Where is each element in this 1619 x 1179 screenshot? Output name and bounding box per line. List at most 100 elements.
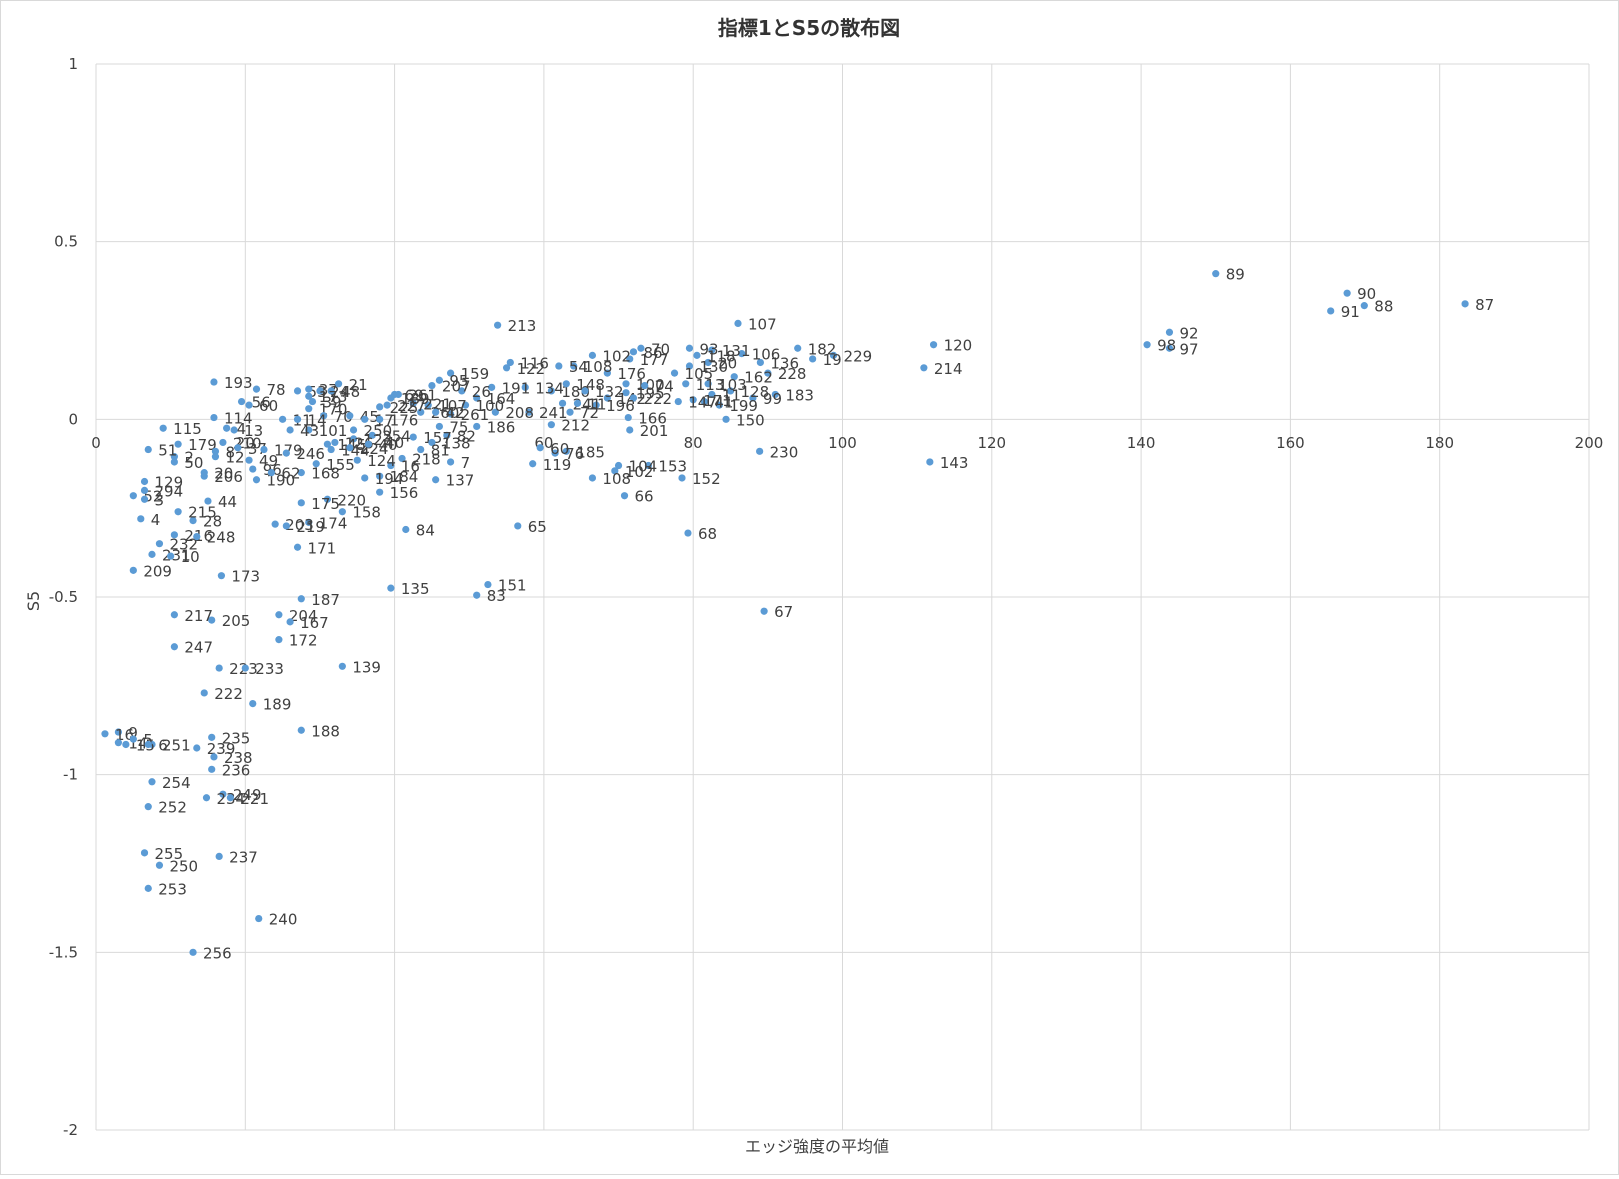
data-point: 104 xyxy=(614,458,657,476)
data-point: 5 xyxy=(129,731,153,749)
data-point-marker xyxy=(279,415,287,423)
data-point: 122 xyxy=(502,360,545,378)
data-point-label: 115 xyxy=(173,420,202,438)
data-point-label: 114 xyxy=(224,410,253,428)
data-point-label: 101 xyxy=(319,422,348,440)
data-point-marker xyxy=(644,461,653,470)
data-point: 199 xyxy=(715,397,758,415)
data-point: 115 xyxy=(159,420,202,438)
data-point: 132 xyxy=(581,383,624,401)
data-point-marker xyxy=(202,794,211,802)
data-point-label: 220 xyxy=(337,491,366,509)
data-point-label: 39 xyxy=(322,394,341,412)
data-point: 164 xyxy=(473,390,515,408)
data-point-label: 190 xyxy=(266,472,295,490)
data-point-label: 247 xyxy=(184,639,213,657)
data-point-label: 78 xyxy=(266,381,285,399)
data-point-label: 54 xyxy=(569,358,588,376)
data-point-label: 214 xyxy=(934,360,963,378)
data-point: 66 xyxy=(620,488,654,506)
data-point-label: 207 xyxy=(442,378,471,396)
x-tick-label: 80 xyxy=(684,434,703,452)
data-point-label: 129 xyxy=(155,474,184,492)
data-point-label: 172 xyxy=(289,632,318,650)
data-point-label: 42 xyxy=(446,404,465,422)
data-point: 105 xyxy=(670,365,714,383)
data-point-label: 118 xyxy=(707,347,736,365)
data-point-marker xyxy=(282,522,290,530)
data-point: 74 xyxy=(641,378,674,396)
data-point: 219 xyxy=(282,518,325,536)
data-point-marker xyxy=(424,401,432,409)
data-point-marker xyxy=(749,394,757,402)
data-point: 218 xyxy=(398,450,441,468)
data-point-label: 177 xyxy=(640,351,669,369)
data-point-label: 105 xyxy=(685,365,714,383)
data-point-label: 158 xyxy=(352,504,381,522)
data-point: 137 xyxy=(432,472,474,490)
data-point-label: 83 xyxy=(487,587,506,605)
data-point-label: 97 xyxy=(1179,340,1198,358)
data-point: 186 xyxy=(473,418,515,436)
data-point-label: 136 xyxy=(770,354,799,372)
data-point: 82 xyxy=(443,427,476,445)
data-point-marker xyxy=(305,385,313,393)
data-point-marker xyxy=(211,453,220,461)
data-point-marker xyxy=(684,529,692,537)
data-point-marker xyxy=(409,399,417,407)
data-point-marker xyxy=(349,435,358,443)
data-point-label: 235 xyxy=(222,729,251,747)
data-point-marker xyxy=(521,383,529,391)
data-point: 205 xyxy=(208,612,250,630)
data-point-label: 241 xyxy=(573,395,602,413)
data-point: 232 xyxy=(155,536,198,554)
data-point-label: 131 xyxy=(722,342,751,360)
data-point-marker xyxy=(208,616,216,624)
data-point-label: 52 xyxy=(143,488,162,506)
data-point: 177 xyxy=(626,351,668,369)
data-point: 171 xyxy=(689,392,732,410)
data-point-label: 222 xyxy=(643,390,672,408)
data-point-marker xyxy=(685,362,694,370)
data-point-label: 86 xyxy=(643,344,662,362)
data-point: 39 xyxy=(308,394,342,412)
data-point-marker xyxy=(488,383,496,391)
data-point: 118 xyxy=(693,347,736,365)
data-point: 207 xyxy=(428,378,471,396)
data-point-marker xyxy=(170,531,178,539)
data-point: 222 xyxy=(200,685,243,703)
data-point-marker xyxy=(409,433,417,441)
data-point-label: 60 xyxy=(550,440,569,458)
data-point-label: 9 xyxy=(128,724,138,742)
data-point: 90 xyxy=(1343,285,1376,303)
data-point-label: 159 xyxy=(461,365,490,383)
data-point-marker xyxy=(1461,300,1469,308)
data-point-label: 103 xyxy=(718,376,747,394)
data-point-marker xyxy=(704,380,712,388)
data-point: 187 xyxy=(297,591,340,609)
data-point-marker xyxy=(320,412,328,420)
data-point-marker xyxy=(129,566,137,574)
data-point-marker xyxy=(637,344,645,352)
data-point-marker xyxy=(435,376,443,384)
data-point: 103 xyxy=(704,376,747,394)
data-point: 75 xyxy=(435,418,468,436)
data-point-label: 134 xyxy=(535,379,564,397)
data-point: 42 xyxy=(432,404,465,422)
data-point-label: 173 xyxy=(319,388,348,406)
data-point-marker xyxy=(678,474,686,482)
data-point: 88 xyxy=(1360,298,1393,316)
data-point-label: 167 xyxy=(300,614,329,632)
x-tick-label: 40 xyxy=(385,434,404,452)
data-point-marker xyxy=(682,380,690,388)
data-point-label: 26 xyxy=(472,383,491,401)
data-point-marker xyxy=(376,415,384,423)
data-point-label: 184 xyxy=(390,468,419,486)
data-point-label: 69 xyxy=(405,386,424,404)
data-point-marker xyxy=(249,700,257,708)
data-point: 136 xyxy=(756,354,799,372)
data-point: 213 xyxy=(494,317,536,335)
data-point-label: 203 xyxy=(285,516,314,534)
data-point-marker xyxy=(226,794,234,802)
data-point-marker xyxy=(140,495,149,503)
